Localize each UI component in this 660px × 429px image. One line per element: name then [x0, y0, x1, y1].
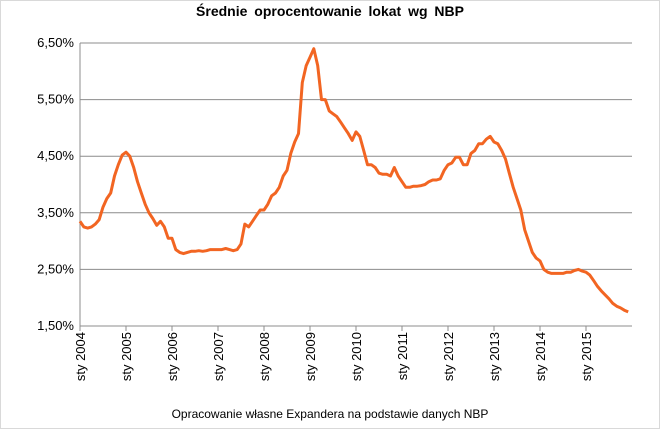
x-tick-label: sty 2009 — [303, 332, 318, 381]
line-series — [78, 47, 629, 314]
x-tick-label: sty 2013 — [487, 332, 502, 381]
x-tick-label: sty 2014 — [533, 332, 548, 381]
x-tick-label: sty 2008 — [257, 332, 272, 381]
x-tick-label: sty 2010 — [349, 332, 364, 381]
footnote: Opracowanie własne Expandera na podstawi… — [172, 407, 489, 421]
y-tick-label: 3,50% — [37, 205, 74, 220]
chart-title: Średnie oprocentowanie lokat wg NBP — [196, 2, 464, 19]
y-tick-label: 5,50% — [37, 92, 74, 107]
x-tick-label: sty 2005 — [119, 332, 134, 381]
y-tick-label: 1,50% — [37, 318, 74, 333]
y-tick-label: 2,50% — [37, 261, 74, 276]
x-tick-label: sty 2004 — [73, 332, 88, 381]
y-tick-label: 4,50% — [37, 148, 74, 163]
x-tick-label: sty 2006 — [165, 332, 180, 381]
x-tick-label: sty 2007 — [211, 332, 226, 381]
x-tick-label: sty 2012 — [441, 332, 456, 381]
x-tick-label: sty 2015 — [579, 332, 594, 381]
y-tick-label: 6,50% — [37, 35, 74, 50]
x-tick-label: sty 2011 — [395, 332, 410, 380]
